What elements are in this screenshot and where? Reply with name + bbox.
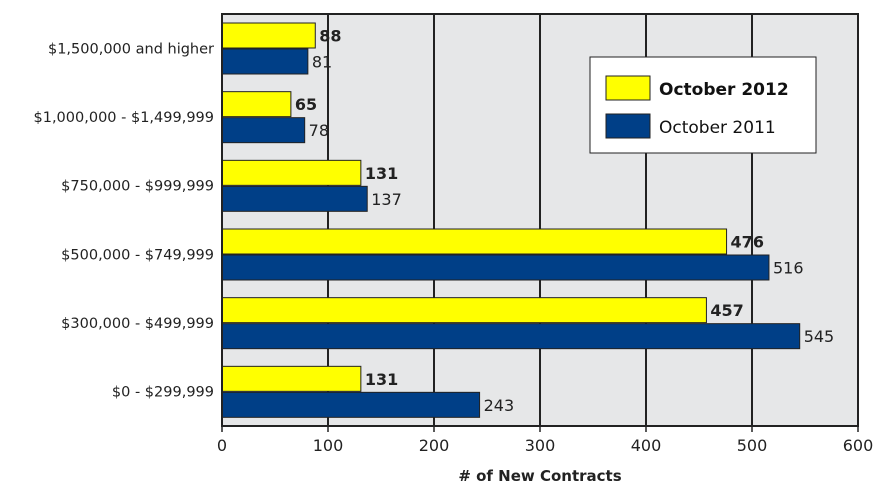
bar-october-2011 xyxy=(221,117,306,144)
category-label: $750,000 - $999,999 xyxy=(61,179,214,195)
bar-october-2011 xyxy=(221,48,309,75)
x-tick-label: 500 xyxy=(737,436,768,455)
category-label: $1,000,000 - $1,499,999 xyxy=(34,110,215,126)
bar-october-2011 xyxy=(221,323,801,350)
x-tick-label: 400 xyxy=(631,436,662,455)
data-label: 88 xyxy=(319,27,341,46)
legend-box xyxy=(589,56,817,154)
bars xyxy=(221,22,801,418)
legend-label-2011: October 2011 xyxy=(659,118,776,138)
x-tick-label: 100 xyxy=(313,436,344,455)
category-label: $500,000 - $749,999 xyxy=(61,247,214,263)
bar-october-2011 xyxy=(221,391,481,418)
x-tick-labels: 0 100 200 300 400 500 600 xyxy=(217,426,873,455)
data-label: 243 xyxy=(484,396,515,415)
data-label: 476 xyxy=(731,233,764,252)
category-labels: $1,500,000 and higher $1,000,000 - $1,499… xyxy=(34,41,215,400)
legend: October 2012 October 2011 xyxy=(589,56,817,154)
bar-october-2012 xyxy=(221,91,292,118)
data-label: 78 xyxy=(309,121,329,140)
value-labels: 88 81 65 78 131 137 476 516 457 545 131 243 xyxy=(295,27,834,415)
data-label: 516 xyxy=(773,259,804,278)
legend-swatch-2011 xyxy=(605,113,651,139)
x-axis-title: # of New Contracts xyxy=(458,467,621,485)
category-label: $300,000 - $499,999 xyxy=(61,316,214,332)
bar-october-2012 xyxy=(221,159,362,186)
legend-swatch-2012 xyxy=(605,75,651,101)
data-label: 131 xyxy=(365,370,398,389)
data-label: 545 xyxy=(804,327,835,346)
x-tick-label: 300 xyxy=(525,436,556,455)
legend-label-2012: October 2012 xyxy=(659,80,789,100)
x-tick-label: 200 xyxy=(419,436,450,455)
category-label: $0 - $299,999 xyxy=(112,385,214,401)
bar-october-2012 xyxy=(221,22,316,49)
category-label: $1,500,000 and higher xyxy=(48,41,214,57)
data-label: 131 xyxy=(365,164,398,183)
x-tick-label: 600 xyxy=(843,436,874,455)
bar-october-2012 xyxy=(221,297,707,324)
data-label: 81 xyxy=(312,53,332,72)
data-label: 137 xyxy=(371,190,402,209)
bar-october-2012 xyxy=(221,228,728,255)
bar-october-2011 xyxy=(221,185,368,212)
data-label: 65 xyxy=(295,95,317,114)
bar-october-2012 xyxy=(221,365,362,392)
data-label: 457 xyxy=(710,301,743,320)
x-tick-label: 0 xyxy=(217,436,227,455)
bar-october-2011 xyxy=(221,254,770,281)
